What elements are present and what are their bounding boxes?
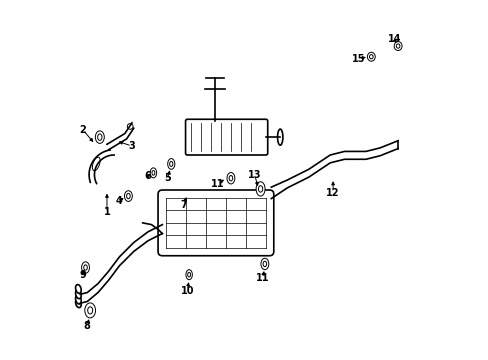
Ellipse shape xyxy=(187,273,190,277)
Ellipse shape xyxy=(258,186,262,192)
Ellipse shape xyxy=(263,261,266,267)
Text: 14: 14 xyxy=(387,34,401,44)
Text: 3: 3 xyxy=(128,141,135,151)
Ellipse shape xyxy=(76,285,81,293)
Ellipse shape xyxy=(169,161,173,166)
Text: 9: 9 xyxy=(80,270,86,280)
Ellipse shape xyxy=(366,52,374,61)
Ellipse shape xyxy=(369,55,372,59)
Ellipse shape xyxy=(95,131,104,143)
FancyBboxPatch shape xyxy=(185,119,267,155)
Ellipse shape xyxy=(92,157,100,171)
Text: 15: 15 xyxy=(351,54,365,64)
Ellipse shape xyxy=(83,265,87,270)
Ellipse shape xyxy=(261,258,268,270)
Ellipse shape xyxy=(76,295,81,304)
Ellipse shape xyxy=(393,41,401,50)
Text: 5: 5 xyxy=(164,173,171,183)
Text: 4: 4 xyxy=(115,197,122,206)
Ellipse shape xyxy=(76,299,81,307)
Ellipse shape xyxy=(167,158,175,169)
Text: 6: 6 xyxy=(143,171,150,181)
Text: 2: 2 xyxy=(80,125,86,135)
Ellipse shape xyxy=(98,134,102,140)
Ellipse shape xyxy=(84,303,95,318)
Ellipse shape xyxy=(185,270,192,280)
Text: 8: 8 xyxy=(83,321,90,331)
Ellipse shape xyxy=(152,171,155,175)
Ellipse shape xyxy=(150,168,156,178)
Text: 11: 11 xyxy=(255,273,268,283)
Text: 12: 12 xyxy=(325,188,339,198)
Ellipse shape xyxy=(126,193,130,199)
Ellipse shape xyxy=(81,262,89,273)
FancyBboxPatch shape xyxy=(158,190,273,256)
Ellipse shape xyxy=(229,176,232,181)
Ellipse shape xyxy=(87,307,93,314)
Ellipse shape xyxy=(277,129,283,145)
Ellipse shape xyxy=(124,191,132,202)
Text: 10: 10 xyxy=(180,286,194,296)
Circle shape xyxy=(127,123,133,129)
Ellipse shape xyxy=(395,44,399,48)
Text: 11: 11 xyxy=(210,179,224,189)
Text: 1: 1 xyxy=(103,207,110,217)
Text: 7: 7 xyxy=(180,200,187,210)
Text: 13: 13 xyxy=(247,170,261,180)
Ellipse shape xyxy=(76,290,81,299)
Ellipse shape xyxy=(256,182,264,196)
Ellipse shape xyxy=(226,172,234,184)
